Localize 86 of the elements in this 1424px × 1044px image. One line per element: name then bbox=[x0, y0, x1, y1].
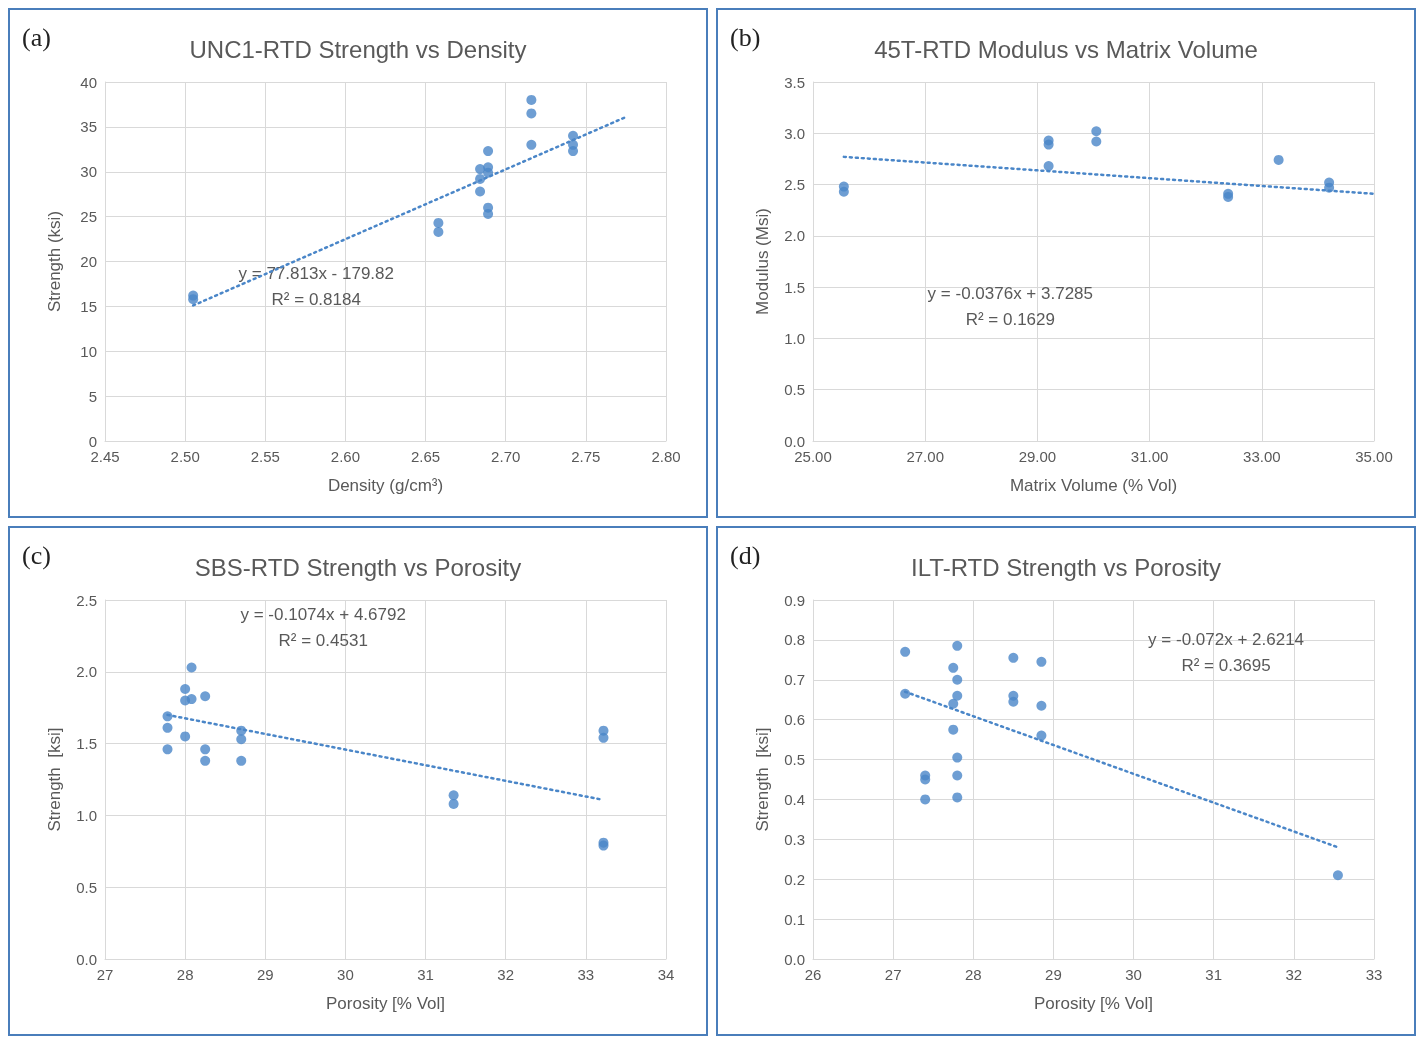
x-tick-label: 29.00 bbox=[1018, 448, 1057, 465]
y-tick-label: 0.2 bbox=[784, 870, 805, 888]
y-tick-label: 0.9 bbox=[784, 591, 805, 609]
y-tick-label: 1.0 bbox=[76, 806, 97, 824]
y-tick-label: 0.1 bbox=[784, 910, 805, 928]
y-axis-title: Strength [ksi] bbox=[45, 727, 64, 832]
x-axis-title: Porosity [% Vol] bbox=[325, 994, 446, 1013]
x-axis-title: Matrix Volume (% Vol) bbox=[1009, 476, 1178, 495]
y-tick-label: 20 bbox=[80, 253, 97, 270]
x-tick-label: 29 bbox=[256, 966, 274, 983]
y-tick-label: 2.0 bbox=[76, 663, 97, 681]
x-tick-label: 32 bbox=[497, 966, 515, 983]
y-tick-label: 0 bbox=[88, 432, 97, 450]
y-tick-label: 0.3 bbox=[784, 830, 805, 848]
y-tick-label: 0.5 bbox=[76, 878, 97, 896]
y-tick-label: 3.5 bbox=[784, 73, 805, 91]
x-tick-label: 2.65 bbox=[410, 448, 441, 465]
annotation: R² = 0.4531 bbox=[278, 630, 368, 650]
x-tick-label: 28 bbox=[176, 966, 194, 983]
y-axis-title: Modulus (Msi) bbox=[753, 208, 772, 315]
x-axis-title: Density (g/cm³) bbox=[327, 476, 444, 495]
y-axis-title: Strength [ksi] bbox=[753, 727, 772, 832]
x-tick-label: 27 bbox=[884, 966, 902, 983]
x-tick-label: 32 bbox=[1285, 966, 1303, 983]
x-tick-label: 35.00 bbox=[1355, 448, 1393, 465]
x-tick-label: 30 bbox=[1125, 966, 1142, 983]
annotation: y = -0.0376x + 3.7285 bbox=[927, 283, 1094, 303]
y-tick-label: 10 bbox=[80, 342, 97, 360]
y-tick-label: 0.0 bbox=[784, 950, 805, 968]
y-tick-label: 0.6 bbox=[784, 711, 805, 729]
x-tick-label: 2.80 bbox=[651, 448, 681, 465]
x-axis-title: Porosity [% Vol] bbox=[1033, 994, 1154, 1013]
y-tick-label: 1.5 bbox=[76, 735, 97, 753]
annotation: R² = 0.3695 bbox=[1181, 655, 1271, 675]
x-tick-label: 34 bbox=[657, 966, 675, 983]
x-tick-label: 2.50 bbox=[170, 448, 200, 465]
y-tick-label: 2.5 bbox=[784, 176, 805, 194]
y-tick-label: 2.0 bbox=[784, 227, 805, 245]
text: (a) bbox=[22, 22, 51, 52]
text: (b) bbox=[730, 22, 761, 52]
y-tick-label: 40 bbox=[80, 73, 97, 91]
x-tick-label: 28 bbox=[964, 966, 982, 983]
chart-title: UNC1-RTD Strength vs Density bbox=[189, 35, 527, 63]
x-tick-label: 2.75 bbox=[571, 448, 601, 465]
annotation: R² = 0.1629 bbox=[965, 309, 1055, 329]
chart-title: 45T-RTD Modulus vs Matrix Volume bbox=[874, 35, 1258, 63]
y-tick-label: 0.4 bbox=[784, 790, 805, 808]
x-tick-label: 31 bbox=[417, 966, 434, 983]
x-tick-label: 2.60 bbox=[330, 448, 361, 465]
x-tick-label: 31 bbox=[1205, 966, 1223, 983]
text: (d) bbox=[730, 540, 761, 570]
x-tick-label: 29 bbox=[1045, 966, 1062, 983]
x-tick-label: 33.00 bbox=[1243, 448, 1281, 465]
x-tick-label: 33 bbox=[577, 966, 595, 983]
x-tick-label: 2.45 bbox=[90, 448, 120, 465]
y-tick-label: 0.8 bbox=[784, 631, 805, 649]
x-tick-label: 27 bbox=[96, 966, 114, 983]
chart-title: SBS-RTD Strength vs Porosity bbox=[194, 553, 522, 581]
y-tick-label: 0.7 bbox=[784, 671, 805, 689]
y-tick-label: 15 bbox=[80, 297, 97, 315]
y-tick-label: 0.5 bbox=[784, 381, 805, 399]
y-tick-label: 30 bbox=[80, 163, 97, 181]
y-tick-label: 1.0 bbox=[784, 329, 805, 347]
x-tick-label: 27.00 bbox=[906, 448, 944, 465]
x-tick-label: 30 bbox=[337, 966, 354, 983]
y-tick-label: 0.0 bbox=[784, 432, 805, 450]
annotation: y = -0.072x + 2.6214 bbox=[1148, 629, 1305, 649]
y-tick-label: 0.5 bbox=[784, 751, 805, 769]
chart-title: ILT-RTD Strength vs Porosity bbox=[911, 553, 1221, 581]
y-tick-label: 25 bbox=[80, 208, 97, 226]
x-tick-label: 31.00 bbox=[1130, 448, 1169, 465]
x-tick-label: 2.70 bbox=[491, 448, 521, 465]
x-tick-label: 26 bbox=[804, 966, 822, 983]
y-tick-label: 0.0 bbox=[76, 950, 97, 968]
y-tick-label: 3.0 bbox=[784, 124, 805, 142]
y-tick-label: 2.5 bbox=[76, 591, 97, 609]
y-tick-label: 35 bbox=[80, 118, 97, 136]
annotation: R² = 0.8184 bbox=[271, 289, 361, 309]
x-tick-label: 25.00 bbox=[794, 448, 832, 465]
text: (c) bbox=[22, 540, 51, 570]
annotation: y = -0.1074x + 4.6792 bbox=[240, 604, 406, 624]
y-axis-title: Strength (ksi) bbox=[45, 210, 64, 313]
x-tick-label: 33 bbox=[1365, 966, 1383, 983]
y-tick-label: 5 bbox=[88, 387, 97, 405]
x-tick-label: 2.55 bbox=[250, 448, 280, 465]
y-tick-label: 1.5 bbox=[784, 278, 805, 296]
